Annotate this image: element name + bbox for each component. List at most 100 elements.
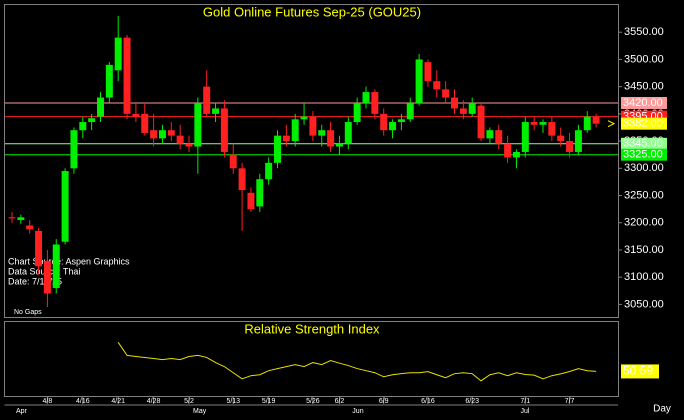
candle-body xyxy=(212,108,220,114)
candle-body xyxy=(468,102,476,114)
rsi-line xyxy=(117,342,597,382)
candle-body xyxy=(265,162,273,180)
candle-body xyxy=(371,92,379,114)
candle-body xyxy=(433,81,441,90)
candle-body xyxy=(238,168,246,191)
candle-body xyxy=(194,102,202,147)
gap-note: No Gaps xyxy=(14,309,42,316)
y-tick-label: 3500.00 xyxy=(624,53,664,65)
x-tick-label: 5/2 xyxy=(184,398,194,405)
candle-body xyxy=(35,230,43,267)
candle-body xyxy=(389,122,397,131)
candle-body xyxy=(61,171,69,242)
level-label: 3420.00 xyxy=(623,97,663,109)
candle-body xyxy=(150,130,158,139)
month-label: Jun xyxy=(352,408,363,415)
y-tick-label: 3300.00 xyxy=(624,162,664,174)
y-tick-label: 3100.00 xyxy=(624,271,664,283)
candle-body xyxy=(521,122,529,152)
candle-body xyxy=(26,225,34,230)
level-marker xyxy=(607,120,616,128)
candle-body xyxy=(344,122,352,144)
level-label: 3382.00 xyxy=(623,118,663,130)
candle-body xyxy=(530,122,538,125)
rsi-value-bg xyxy=(621,364,659,379)
candle-body xyxy=(362,92,370,103)
month-label: Jul xyxy=(520,408,529,415)
month-label: Apr xyxy=(16,408,28,415)
candle-body xyxy=(459,108,467,114)
candle-body xyxy=(158,130,166,139)
x-tick-label: 7/7 xyxy=(565,398,575,405)
x-tick-label: 4/28 xyxy=(147,398,161,405)
candle-body xyxy=(512,151,520,158)
level-label-bg xyxy=(621,117,667,130)
x-unit: Day xyxy=(653,404,671,415)
x-tick-label: 6/16 xyxy=(421,398,435,405)
candle-body xyxy=(274,135,281,163)
chart-title: Gold Online Futures Sep-25 (GOU25) xyxy=(203,4,421,19)
level-label-bg xyxy=(621,137,667,150)
y-tick-label: 3150.00 xyxy=(624,244,664,256)
candle-body xyxy=(141,113,149,133)
y-tick-label: 3200.00 xyxy=(624,217,664,229)
candle-body xyxy=(176,135,184,144)
rsi-panel xyxy=(4,321,619,397)
candle-body xyxy=(114,37,122,71)
candle-body xyxy=(70,130,78,169)
y-tick-label: 3050.00 xyxy=(624,298,664,310)
y-tick-label: 3250.00 xyxy=(624,189,664,201)
candle-body xyxy=(256,179,264,207)
candle-body xyxy=(220,108,228,152)
candle-body xyxy=(486,130,494,139)
y-tick-label: 3450.00 xyxy=(624,81,664,93)
candle-body xyxy=(406,102,414,120)
candle-body xyxy=(229,154,237,169)
rsi-value-label: 50.59 xyxy=(623,364,653,378)
candle-body xyxy=(52,244,60,289)
candle-body xyxy=(327,130,335,147)
candle-body xyxy=(167,130,175,136)
candle-body xyxy=(43,260,51,294)
candle-body xyxy=(282,135,290,142)
month-label: May xyxy=(193,408,207,415)
y-tick-label: 3550.00 xyxy=(624,26,664,38)
candle-body xyxy=(353,102,361,123)
candle-body xyxy=(592,116,600,124)
candle-body xyxy=(300,116,308,120)
candle-body xyxy=(185,143,193,147)
candle-body xyxy=(548,122,556,136)
candle-body xyxy=(17,217,25,221)
x-tick-label: 6/2 xyxy=(335,398,345,405)
candle-body xyxy=(574,130,582,152)
x-tick-label: 4/16 xyxy=(76,398,90,405)
candle-body xyxy=(504,143,512,158)
candle-body xyxy=(583,116,591,131)
rsi-title: Relative Strength Index xyxy=(244,321,380,336)
x-tick-label: 6/9 xyxy=(379,398,389,405)
candle-body xyxy=(97,97,104,117)
candle-body xyxy=(291,119,299,142)
candle-body xyxy=(335,143,343,147)
candle-body xyxy=(123,37,131,114)
candle-body xyxy=(8,217,16,219)
candle-body xyxy=(539,122,547,125)
x-tick-label: 4/21 xyxy=(111,398,125,405)
candle-body xyxy=(79,122,87,131)
candle-body xyxy=(566,141,574,152)
x-tick-label: 4/8 xyxy=(43,398,53,405)
candle-body xyxy=(397,119,405,123)
candle-body xyxy=(105,64,113,98)
price-panel xyxy=(4,4,619,318)
x-tick-label: 7/1 xyxy=(520,398,530,405)
candle-body xyxy=(557,135,565,142)
x-tick-label: 5/13 xyxy=(226,398,240,405)
note: Date: 7/15/25 xyxy=(8,276,62,286)
candle-body xyxy=(318,130,326,136)
candle-body xyxy=(247,192,255,210)
candle-body xyxy=(88,118,96,123)
level-label-bg xyxy=(621,148,667,161)
x-tick-label: 5/19 xyxy=(262,398,276,405)
note: Chart Source: Aspen Graphics xyxy=(8,256,130,266)
